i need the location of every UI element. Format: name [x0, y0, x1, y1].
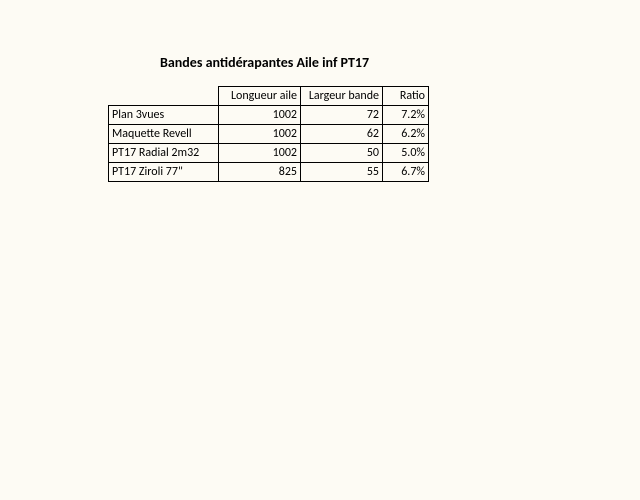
cell-largeur: 55 [301, 163, 383, 182]
cell-ratio: 5.0% [383, 144, 429, 163]
data-table-wrap: Longueur aile Largeur bande Ratio Plan 3… [108, 86, 428, 182]
cell-largeur: 62 [301, 125, 383, 144]
page: Bandes antidérapantes Aile inf PT17 Long… [0, 0, 640, 500]
cell-longueur: 1002 [219, 144, 301, 163]
row-label: PT17 Radial 2m32 [109, 144, 219, 163]
data-table: Longueur aile Largeur bande Ratio Plan 3… [108, 86, 429, 182]
table-header-row: Longueur aile Largeur bande Ratio [109, 87, 429, 106]
table-header-longueur: Longueur aile [219, 87, 301, 106]
table-header-ratio: Ratio [383, 87, 429, 106]
table-row: PT17 Radial 2m32 1002 50 5.0% [109, 144, 429, 163]
page-title: Bandes antidérapantes Aile inf PT17 [160, 54, 369, 71]
cell-longueur: 1002 [219, 125, 301, 144]
cell-ratio: 6.2% [383, 125, 429, 144]
row-label: Maquette Revell [109, 125, 219, 144]
table-header-blank [109, 87, 219, 106]
table-row: PT17 Ziroli 77" 825 55 6.7% [109, 163, 429, 182]
cell-largeur: 72 [301, 106, 383, 125]
cell-longueur: 1002 [219, 106, 301, 125]
table-header-largeur: Largeur bande [301, 87, 383, 106]
cell-ratio: 6.7% [383, 163, 429, 182]
cell-longueur: 825 [219, 163, 301, 182]
table-row: Maquette Revell 1002 62 6.2% [109, 125, 429, 144]
row-label: Plan 3vues [109, 106, 219, 125]
cell-ratio: 7.2% [383, 106, 429, 125]
row-label: PT17 Ziroli 77" [109, 163, 219, 182]
cell-largeur: 50 [301, 144, 383, 163]
table-row: Plan 3vues 1002 72 7.2% [109, 106, 429, 125]
